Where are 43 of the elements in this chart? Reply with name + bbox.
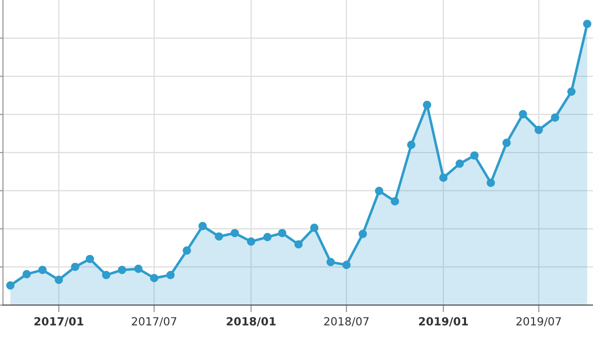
- point: [38, 266, 47, 274]
- point: [326, 258, 335, 266]
- point: [518, 110, 528, 118]
- x-tick-label: 2017/07: [132, 317, 176, 326]
- point: [534, 126, 543, 134]
- point: [390, 197, 400, 206]
- point: [86, 254, 94, 264]
- point: [278, 228, 286, 238]
- point: [567, 88, 576, 96]
- point: [214, 232, 224, 241]
- point: [6, 281, 15, 290]
- point: [583, 20, 592, 28]
- point: [230, 228, 239, 238]
- point: [182, 246, 191, 255]
- x-tick-label: 2017/01: [34, 317, 84, 326]
- point: [407, 140, 416, 149]
- x-tick-label: 2018/01: [226, 317, 276, 326]
- point: [54, 276, 63, 284]
- point: [134, 264, 143, 273]
- point: [422, 100, 432, 110]
- point: [310, 224, 318, 232]
- point: [486, 178, 495, 187]
- point: [374, 186, 384, 196]
- point: [358, 230, 367, 238]
- x-tick-label: 2019/07: [516, 317, 561, 326]
- point: [118, 266, 126, 274]
- point: [166, 270, 175, 280]
- x-tick-label: 2018/07: [324, 317, 369, 326]
- point: [294, 240, 303, 249]
- point: [439, 174, 448, 182]
- point: [246, 237, 256, 246]
- point: [70, 262, 80, 272]
- point: [22, 270, 31, 278]
- point: [502, 138, 511, 148]
- point: [550, 113, 560, 122]
- point: [198, 222, 207, 230]
- point: [102, 270, 110, 280]
- point: [342, 260, 351, 270]
- x-tick-label: 2019/01: [419, 317, 468, 326]
- point: [263, 232, 272, 242]
- point: [470, 151, 479, 160]
- point: [150, 274, 158, 282]
- point: [456, 159, 464, 168]
